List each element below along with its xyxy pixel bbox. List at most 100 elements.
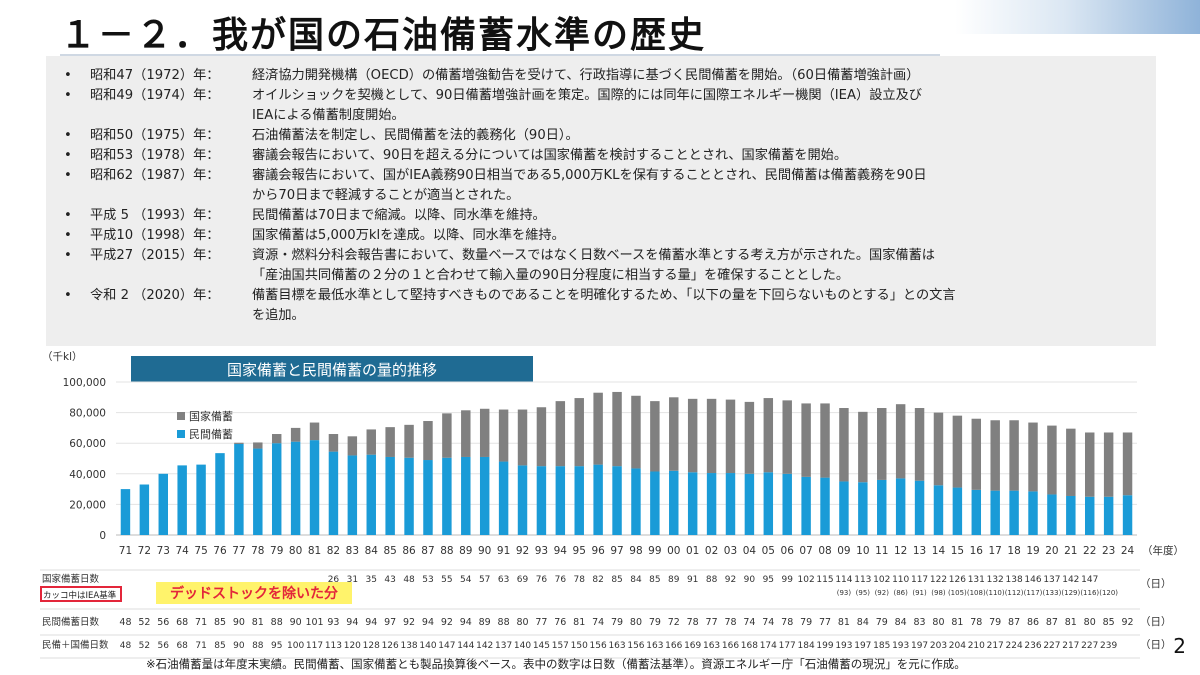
x-tick-label: 06 xyxy=(781,545,795,557)
bar-national xyxy=(933,412,944,486)
total-days-cell: 163 xyxy=(646,641,663,651)
bullet-dot: • xyxy=(64,168,72,183)
total-days-cell: 128 xyxy=(363,641,380,651)
bullet-line: 「産油国共同備蓄の２分の１と合わせて輸入量の90日分程度に相当する量」を確保する… xyxy=(252,268,850,283)
x-tick-label: 81 xyxy=(308,545,321,557)
bullet-item: • 昭和53（1978）年： 審議会報告において、90日を超える分については国家備蓄… xyxy=(64,146,1144,166)
x-tick-label: 95 xyxy=(573,545,586,557)
bar-national xyxy=(1085,432,1095,497)
total-days-cell: 166 xyxy=(665,641,682,651)
bar-private xyxy=(669,470,679,535)
iea-days-cell: (108) xyxy=(967,589,986,597)
bar-national xyxy=(631,395,641,469)
bar-private xyxy=(952,487,963,535)
national-days-cell: 89 xyxy=(668,575,680,585)
x-tick-label: 17 xyxy=(989,545,1002,557)
private-days-cell: 77 xyxy=(706,617,718,628)
bar-national xyxy=(669,397,679,471)
bar-private xyxy=(725,473,736,535)
total-days-cell: 227 xyxy=(1081,641,1098,651)
bar-national xyxy=(555,401,566,467)
bullet-dot: • xyxy=(64,88,72,103)
bullet-dot: • xyxy=(64,228,72,243)
bar-national xyxy=(328,434,339,452)
total-days-cell: 224 xyxy=(1006,641,1023,651)
private-days-cell: 80 xyxy=(516,617,528,628)
total-days-cell: 71 xyxy=(195,641,206,651)
bullet-line: 石油備蓄法を制定し、民間備蓄を法的義務化（90日）。 xyxy=(252,128,579,143)
x-tick-label: 03 xyxy=(724,545,737,557)
bar-national xyxy=(309,422,320,441)
legend-label-national: 国家備蓄 xyxy=(189,409,233,423)
private-days-cell: 71 xyxy=(195,617,207,628)
history-bullet-list: • 昭和47（1972）年： 経済協力開発機構（OECD）の備蓄増強勧告を受けて、行… xyxy=(46,56,1156,346)
private-days-cell: 94 xyxy=(460,617,472,628)
national-days-cell: 88 xyxy=(706,575,718,585)
bullet-line: オイルショックを契機として、90日備蓄増強計画を策定。国際的には同年に国際エネル… xyxy=(252,88,922,103)
private-days-cell: 79 xyxy=(800,617,812,628)
national-days-cell: 92 xyxy=(725,575,736,585)
national-days-cell: 114 xyxy=(835,575,852,585)
bar-private xyxy=(366,454,376,535)
bar-national xyxy=(234,442,244,444)
national-days-cell: 113 xyxy=(854,575,871,585)
x-tick-label: 76 xyxy=(213,545,227,557)
national-days-cell: 85 xyxy=(611,575,622,585)
x-tick-label: 71 xyxy=(119,545,132,557)
bar-national xyxy=(593,392,603,465)
national-days-cell: 78 xyxy=(574,575,586,585)
iea-days-cell: (93) xyxy=(837,589,852,597)
x-tick-label: 01 xyxy=(686,545,699,557)
bar-private xyxy=(234,443,244,535)
total-days-cell: 68 xyxy=(176,641,188,651)
x-tick-label: 90 xyxy=(478,545,491,557)
bar-private xyxy=(555,466,566,535)
private-days-cell: 80 xyxy=(932,617,944,628)
x-tick-label: 85 xyxy=(383,545,396,557)
iea-days-cell: (120) xyxy=(1099,589,1118,597)
total-days-cell: 197 xyxy=(911,641,928,651)
x-tick-label: 11 xyxy=(875,545,888,557)
total-days-cell: 184 xyxy=(798,641,815,651)
bar-private xyxy=(347,455,358,535)
private-days-cell: 101 xyxy=(305,617,323,628)
total-days-cell: 199 xyxy=(816,641,833,651)
total-days-cell: 163 xyxy=(608,641,625,651)
private-days-cell: 89 xyxy=(479,617,491,628)
private-days-cell: 87 xyxy=(1008,617,1020,628)
total-days-cell: 168 xyxy=(741,641,758,651)
national-days-cell: 53 xyxy=(422,575,433,585)
bar-private xyxy=(196,464,206,535)
national-days-cell: 95 xyxy=(763,575,774,585)
x-tick-label: 75 xyxy=(194,545,207,557)
bullet-line: 国家備蓄は5,000万klを達成。以降、同水準を維持。 xyxy=(252,228,565,243)
bullet-item: • 平成27（2015）年： 資源・燃料分科会報告書において、数量ベースではなく日数… xyxy=(64,246,1144,286)
iea-days-cell: (105) xyxy=(948,589,967,597)
bar-private xyxy=(536,466,547,535)
iea-days-cell: (92) xyxy=(875,589,890,597)
bullet-dot: • xyxy=(64,68,72,83)
bar-private xyxy=(215,453,225,535)
bar-private xyxy=(593,464,603,535)
total-days-cell: 95 xyxy=(271,641,282,651)
total-days-cell: 85 xyxy=(214,641,225,651)
bar-national xyxy=(423,421,433,461)
private-days-cell: 97 xyxy=(384,617,396,628)
total-days-cell: 137 xyxy=(495,641,512,651)
bar-private xyxy=(442,457,452,535)
total-days-cell: 157 xyxy=(552,641,569,651)
bar-national xyxy=(650,401,660,472)
total-days-cell: 203 xyxy=(930,641,947,651)
private-days-cell: 72 xyxy=(668,617,680,628)
bar-private xyxy=(687,472,698,535)
private-days-cell: 85 xyxy=(1103,617,1115,628)
bar-private xyxy=(1066,495,1076,535)
total-days-cell: 174 xyxy=(760,641,777,651)
private-days-cell: 81 xyxy=(252,617,264,628)
total-days-cell: 140 xyxy=(419,641,436,651)
bullet-text: オイルショックを契機として、90日備蓄増強計画を策定。国際的には同年に国際エネル… xyxy=(252,86,1144,126)
private-days-cell: 85 xyxy=(214,617,226,628)
total-days-cell: 52 xyxy=(139,641,150,651)
bar-national xyxy=(253,442,263,449)
private-days-cell: 90 xyxy=(290,617,302,628)
